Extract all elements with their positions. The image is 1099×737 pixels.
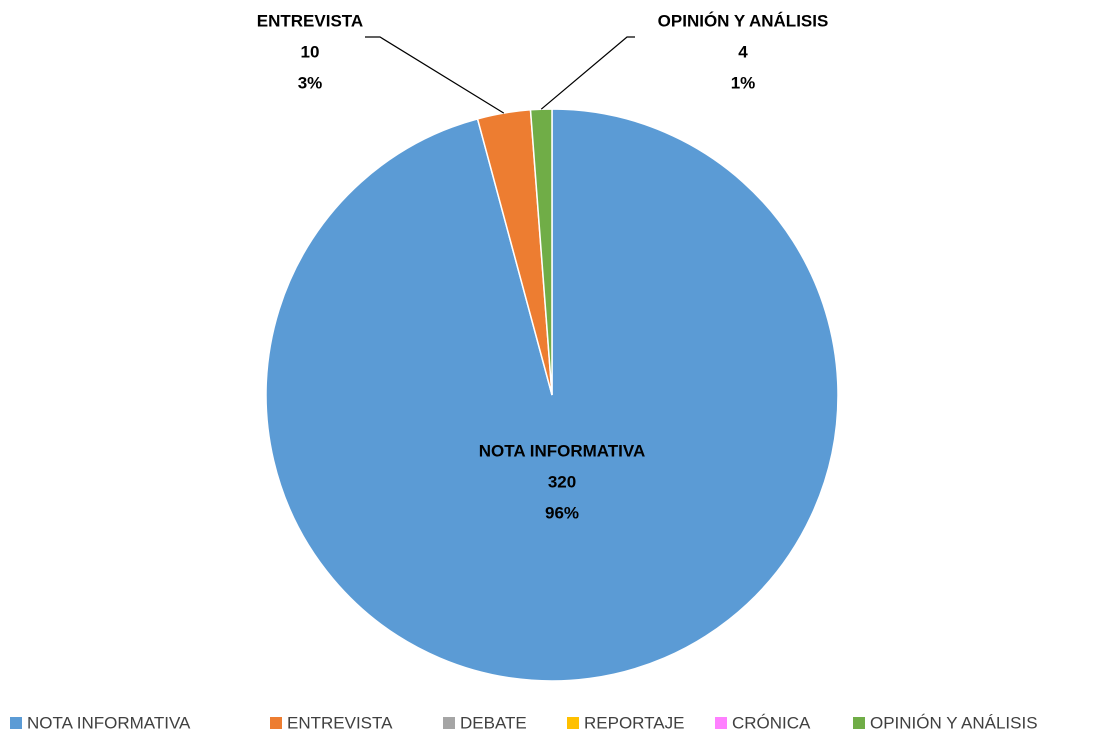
slice-label-name: ENTREVISTA [257,11,363,30]
slice-label-value: 4 [738,42,748,61]
legend-swatch [443,717,455,729]
slice-label-name: NOTA INFORMATIVA [479,441,646,460]
slice-label-value: 320 [548,472,576,491]
legend-label: REPORTAJE [584,713,684,732]
legend-label: OPINIÓN Y ANÁLISIS [870,713,1038,732]
leader-line [540,36,635,110]
legend-swatch [270,717,282,729]
legend-label: DEBATE [460,713,527,732]
legend-swatch [853,717,865,729]
legend-swatch [567,717,579,729]
pie-slice [529,108,553,396]
slice-label-percent: 3% [298,73,323,92]
legend-swatch [715,717,727,729]
slice-label-percent: 1% [731,73,756,92]
slice-label-percent: 96% [545,503,579,522]
legend-label: NOTA INFORMATIVA [27,713,191,732]
slice-label-name: OPINIÓN Y ANÁLISIS [658,11,829,30]
slice-label-value: 10 [301,42,320,61]
legend-swatch [10,717,22,729]
legend-label: ENTREVISTA [287,713,393,732]
legend-label: CRÓNICA [732,713,811,732]
leader-line [365,36,505,114]
